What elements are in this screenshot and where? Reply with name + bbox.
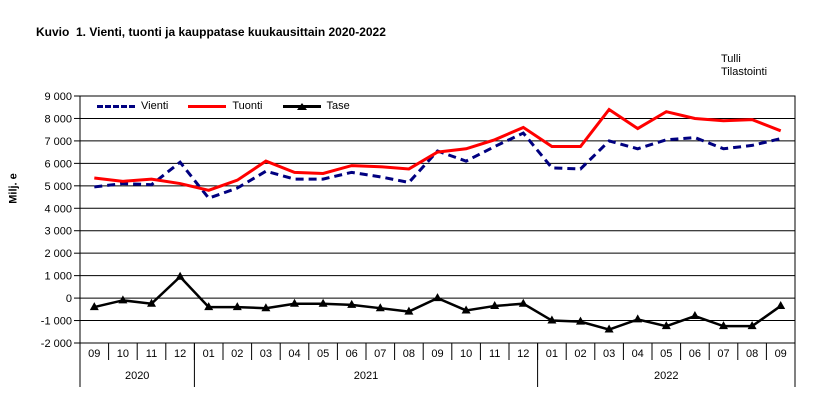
tase-marker (89, 302, 99, 311)
vienti-line-icon (97, 104, 135, 108)
tase-marker (175, 271, 185, 280)
tase-marker (490, 300, 500, 309)
triangle-marker-icon (296, 102, 307, 110)
x-month-label: 10 (117, 348, 129, 360)
tuonti-line-icon (188, 104, 227, 108)
x-month-label: 07 (374, 348, 386, 360)
tase-marker (518, 298, 528, 307)
tase-marker (576, 316, 585, 325)
x-month-label: 10 (460, 348, 472, 360)
chart-title: Kuvio 1. Vienti, tuonti ja kauppatase ku… (36, 25, 386, 39)
y-tick-label: 8 000 (44, 113, 72, 125)
tase-marker (118, 295, 128, 304)
tase-marker (290, 298, 299, 307)
x-month-label: 08 (403, 348, 415, 360)
x-month-label: 01 (546, 348, 558, 360)
tase-marker (547, 315, 557, 324)
x-year-label: 2022 (654, 370, 678, 382)
legend-label-vienti: Vienti (141, 100, 169, 112)
tase-marker (375, 303, 385, 312)
tase-marker (204, 302, 214, 311)
source-label-line1: Tulli (721, 53, 741, 65)
legend-item-tuonti: Tuonti (188, 100, 263, 112)
x-month-label: 12 (174, 348, 186, 360)
tase-marker (633, 314, 643, 323)
tase-marker (404, 306, 414, 315)
x-year-label: 2020 (125, 370, 149, 382)
y-tick-label: 5 000 (44, 181, 72, 193)
x-month-label: 01 (203, 348, 215, 360)
x-year-label: 2021 (354, 370, 378, 382)
y-tick-label: 3 000 (44, 226, 72, 238)
y-tick-label: 7 000 (44, 136, 72, 148)
x-month-label: 03 (603, 348, 615, 360)
tase-marker (147, 298, 156, 307)
y-tick-label: -2 000 (41, 338, 72, 350)
plot-border (79, 95, 796, 344)
x-month-label: 05 (660, 348, 672, 360)
y-tick-label: -1 000 (41, 316, 72, 328)
x-month-label: 04 (632, 348, 644, 360)
tase-line-icon (282, 102, 321, 110)
tase-marker (347, 299, 357, 308)
y-tick-label: 6 000 (44, 158, 72, 170)
x-month-label: 04 (288, 348, 300, 360)
x-month-label: 08 (746, 348, 758, 360)
x-month-label: 11 (489, 348, 500, 360)
y-tick-label: 9 000 (44, 91, 72, 103)
x-month-label: 11 (146, 348, 157, 360)
x-month-label: 09 (431, 348, 443, 360)
tase-marker (690, 311, 700, 320)
x-month-label: 12 (517, 348, 529, 360)
tase-marker (461, 305, 471, 314)
legend-label-tase: Tase (326, 100, 350, 112)
x-month-label: 09 (88, 348, 100, 360)
tuonti-line (94, 107, 782, 192)
x-month-label: 07 (717, 348, 729, 360)
x-month-label: 03 (260, 348, 272, 360)
y-tick-label: 4 000 (44, 203, 72, 215)
legend-item-tase: Tase (282, 100, 350, 112)
tase-marker (318, 298, 328, 307)
tase-marker (747, 321, 757, 330)
y-tick-label: 1 000 (44, 271, 72, 283)
tase-marker (261, 303, 271, 312)
tase-marker (661, 321, 671, 330)
y-tick-label: 0 (66, 293, 72, 305)
y-tick-label: 2 000 (44, 248, 72, 260)
x-month-label: 02 (574, 348, 586, 360)
x-month-label: 05 (317, 348, 329, 360)
x-month-label: 06 (689, 348, 701, 360)
tase-line (94, 274, 782, 331)
x-month-label: 02 (231, 348, 243, 360)
x-month-label: 06 (346, 348, 358, 360)
x-month-label: 09 (775, 348, 787, 360)
source-label: Tulli Tilastointi (721, 53, 767, 79)
legend-item-vienti: Vienti (97, 100, 168, 112)
legend-label-tuonti: Tuonti (232, 100, 263, 112)
tase-marker (604, 324, 614, 333)
tase-marker (232, 302, 242, 311)
tase-marker (719, 321, 728, 330)
chart-legend: Vienti Tuonti Tase (97, 100, 370, 112)
tase-marker (776, 300, 786, 309)
tase-marker (433, 293, 442, 302)
source-label-line2: Tilastointi (721, 66, 768, 78)
